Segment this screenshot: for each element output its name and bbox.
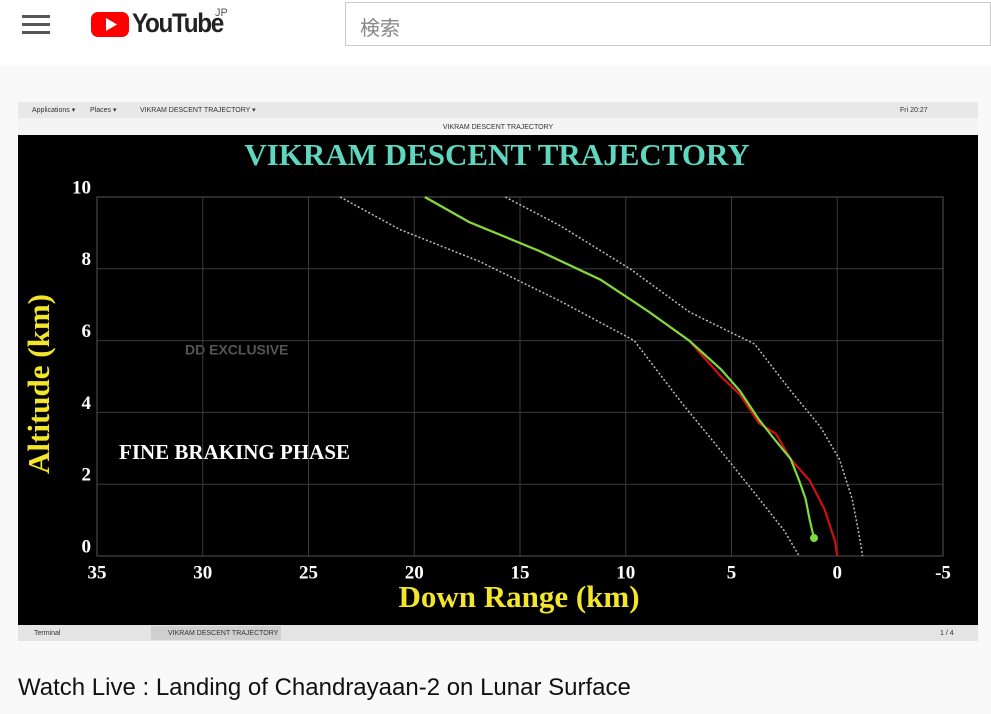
annotation: FINE BRAKING PHASE — [119, 440, 350, 464]
x-tick-label: 10 — [616, 562, 635, 583]
chart-title: VIKRAM DESCENT TRAJECTORY — [244, 137, 749, 172]
region: JP — [215, 7, 228, 19]
trajectory-line — [339, 196, 800, 557]
video[interactable]: Applications ▾ Places ▾ VIKRAM DESCENT T… — [18, 102, 978, 641]
logo-text[interactable]: YouTube — [132, 8, 224, 38]
x-tick-label: 25 — [299, 562, 318, 583]
desktop-menu: Applications ▾ — [32, 107, 76, 114]
trajectory-line — [424, 196, 816, 539]
search-placeholder: 検索 — [360, 18, 400, 40]
y-tick-label: 6 — [82, 321, 92, 342]
y-tick-label: 10 — [72, 177, 91, 198]
y-axis-label: Altitude (km) — [21, 294, 56, 474]
x-tick-label: 30 — [193, 562, 212, 583]
x-tick-label: 35 — [88, 562, 107, 583]
y-tick-label: 0 — [82, 536, 92, 557]
desktop-menu: VIKRAM DESCENT TRAJECTORY ▾ — [140, 107, 256, 114]
x-tick-label: 5 — [727, 562, 737, 583]
search-box[interactable]: 検索 — [345, 2, 991, 46]
x-tick-label: 0 — [833, 562, 843, 583]
end-marker — [809, 534, 818, 543]
workspace: 1 / 4 — [940, 630, 954, 637]
video-title: Watch Live : Landing of Chandrayaan-2 on… — [18, 674, 631, 701]
y-tick-label: 2 — [82, 465, 92, 486]
x-tick-label: 15 — [511, 562, 530, 583]
header: YouTube JP 検索 — [0, 0, 991, 66]
x-tick-label: -5 — [935, 562, 951, 583]
y-tick-label: 8 — [82, 249, 92, 270]
window-title: VIKRAM DESCENT TRAJECTORY — [443, 124, 554, 131]
menu-button[interactable] — [20, 14, 52, 36]
plot-frame — [96, 196, 944, 557]
taskbar-item: Terminal — [34, 630, 61, 637]
clock: Fri 20:27 — [900, 107, 928, 114]
desktop-menu: Places ▾ — [90, 107, 117, 114]
annotation: DD EXCLUSIVE — [185, 342, 288, 358]
trajectory-line — [504, 196, 864, 557]
y-tick-label: 4 — [82, 393, 92, 414]
logo-icon[interactable] — [90, 10, 130, 38]
x-tick-label: 20 — [405, 562, 424, 583]
x-axis-label: Down Range (km) — [398, 579, 639, 614]
taskbar-item: VIKRAM DESCENT TRAJECTORY — [168, 630, 279, 637]
